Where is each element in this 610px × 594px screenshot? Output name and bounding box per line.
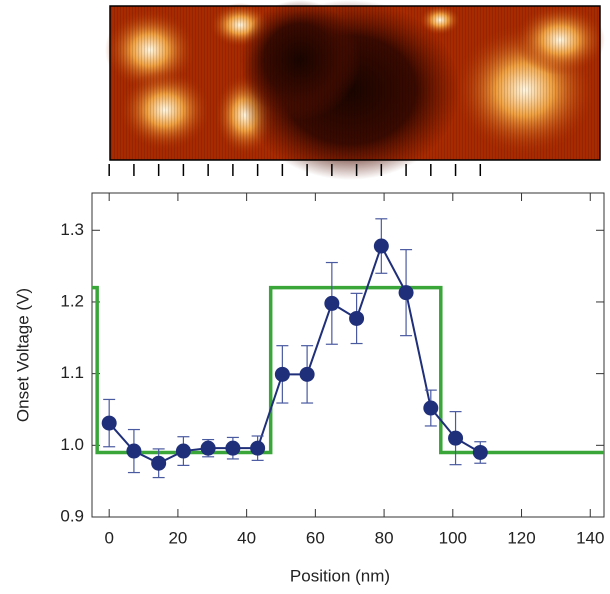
plot-frame	[91, 192, 605, 518]
x-axis-label: Position (nm)	[290, 566, 390, 585]
data-point	[250, 440, 266, 456]
data-point	[175, 443, 191, 459]
data-point	[423, 400, 439, 416]
data-point	[200, 440, 216, 456]
y-axis-label: Onset Voltage (V)	[13, 288, 32, 422]
data-point	[101, 415, 117, 431]
data-point	[373, 238, 389, 254]
y-tick-label: 1.3	[60, 220, 84, 239]
y-tick-label: 1.2	[60, 291, 84, 310]
data-point	[126, 443, 142, 459]
x-tick-label: 20	[168, 528, 187, 547]
x-tick-label: 100	[439, 528, 467, 547]
y-tick-label: 0.9	[60, 506, 84, 525]
data-line	[108, 243, 481, 465]
x-tick-label: 120	[507, 528, 535, 547]
data-point	[448, 430, 464, 446]
x-tick-label: 140	[576, 528, 604, 547]
data-point	[225, 440, 241, 456]
data-point	[472, 444, 488, 460]
data-point	[299, 366, 315, 382]
data-point	[349, 310, 365, 326]
step-line	[92, 285, 604, 455]
x-tick-label: 40	[237, 528, 256, 547]
data-point	[324, 295, 340, 311]
y-tick-label: 1.1	[60, 363, 84, 382]
x-tick-label: 60	[306, 528, 325, 547]
data-point	[274, 366, 290, 382]
y-tick-label: 1.0	[60, 435, 84, 454]
data-point	[398, 285, 414, 301]
x-tick-label: 0	[104, 528, 113, 547]
topography-image	[105, 0, 605, 180]
x-tick-label: 80	[375, 528, 394, 547]
data-point	[151, 455, 167, 471]
